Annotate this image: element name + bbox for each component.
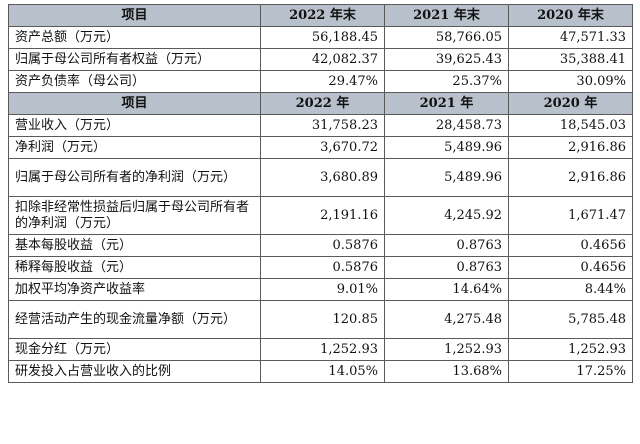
cell-value: 8.44% <box>508 278 633 301</box>
header-item: 项目 <box>8 92 261 115</box>
cell-value: 1,252.93 <box>508 338 633 361</box>
row-label: 扣除非经常性损益后归属于母公司所有者的净利润（万元） <box>8 196 261 235</box>
cell-value: 58,766.05 <box>384 26 509 49</box>
cell-value: 0.4656 <box>508 234 633 257</box>
cell-value: 31,758.23 <box>260 114 385 137</box>
table-row: 扣除非经常性损益后归属于母公司所有者的净利润（万元） 2,191.16 4,24… <box>8 196 633 235</box>
cell-value: 14.05% <box>260 360 385 383</box>
cell-value: 0.4656 <box>508 256 633 279</box>
cell-value: 1,252.93 <box>260 338 385 361</box>
row-label: 加权平均净资产收益率 <box>8 278 261 301</box>
row-label: 资产负债率（母公司） <box>8 70 261 93</box>
cell-value: 29.47% <box>260 70 385 93</box>
header-year-2020: 2020 年 <box>508 92 633 115</box>
cell-value: 1,252.93 <box>384 338 509 361</box>
cell-value: 5,785.48 <box>508 300 633 339</box>
cell-value: 0.5876 <box>260 234 385 257</box>
table-row: 加权平均净资产收益率 9.01% 14.64% 8.44% <box>8 278 633 301</box>
cell-value: 14.64% <box>384 278 509 301</box>
table-row: 稀释每股收益（元） 0.5876 0.8763 0.4656 <box>8 256 633 279</box>
financial-summary-table: 项目 2022 年末 2021 年末 2020 年末 资产总额（万元） 56,1… <box>8 4 633 383</box>
cell-value: 35,388.41 <box>508 48 633 71</box>
header-year-2022: 2022 年末 <box>260 4 385 27</box>
cell-value: 3,670.72 <box>260 136 385 159</box>
cell-value: 2,916.86 <box>508 136 633 159</box>
row-label: 营业收入（万元） <box>8 114 261 137</box>
table-row: 资产负债率（母公司） 29.47% 25.37% 30.09% <box>8 70 633 93</box>
table-row: 现金分红（万元） 1,252.93 1,252.93 1,252.93 <box>8 338 633 361</box>
cell-value: 4,275.48 <box>384 300 509 339</box>
header-year-2022: 2022 年 <box>260 92 385 115</box>
row-label: 研发投入占营业收入的比例 <box>8 360 261 383</box>
header-year-2021: 2021 年末 <box>384 4 509 27</box>
table-row: 归属于母公司所有者权益（万元） 42,082.37 39,625.43 35,3… <box>8 48 633 71</box>
cell-value: 3,680.89 <box>260 158 385 197</box>
cell-value: 0.8763 <box>384 256 509 279</box>
row-label: 现金分红（万元） <box>8 338 261 361</box>
cell-value: 25.37% <box>384 70 509 93</box>
cell-value: 4,245.92 <box>384 196 509 235</box>
cell-value: 42,082.37 <box>260 48 385 71</box>
cell-value: 9.01% <box>260 278 385 301</box>
row-label: 稀释每股收益（元） <box>8 256 261 279</box>
header-year-2021: 2021 年 <box>384 92 509 115</box>
row-label: 经营活动产生的现金流量净额（万元） <box>8 300 261 339</box>
cell-value: 120.85 <box>260 300 385 339</box>
cell-value: 1,671.47 <box>508 196 633 235</box>
row-label: 归属于母公司所有者的净利润（万元） <box>8 158 261 197</box>
cell-value: 2,916.86 <box>508 158 633 197</box>
row-label: 归属于母公司所有者权益（万元） <box>8 48 261 71</box>
cell-value: 30.09% <box>508 70 633 93</box>
balance-header-row: 项目 2022 年末 2021 年末 2020 年末 <box>8 4 633 27</box>
cell-value: 5,489.96 <box>384 136 509 159</box>
header-item: 项目 <box>8 4 261 27</box>
table-row: 归属于母公司所有者的净利润（万元） 3,680.89 5,489.96 2,91… <box>8 158 633 197</box>
table-row: 基本每股收益（元） 0.5876 0.8763 0.4656 <box>8 234 633 257</box>
cell-value: 17.25% <box>508 360 633 383</box>
cell-value: 28,458.73 <box>384 114 509 137</box>
cell-value: 39,625.43 <box>384 48 509 71</box>
table-row: 资产总额（万元） 56,188.45 58,766.05 47,571.33 <box>8 26 633 49</box>
income-header-row: 项目 2022 年 2021 年 2020 年 <box>8 92 633 115</box>
cell-value: 47,571.33 <box>508 26 633 49</box>
cell-value: 13.68% <box>384 360 509 383</box>
row-label: 资产总额（万元） <box>8 26 261 49</box>
table-row: 营业收入（万元） 31,758.23 28,458.73 18,545.03 <box>8 114 633 137</box>
table-row: 研发投入占营业收入的比例 14.05% 13.68% 17.25% <box>8 360 633 383</box>
row-label: 净利润（万元） <box>8 136 261 159</box>
cell-value: 0.5876 <box>260 256 385 279</box>
header-year-2020: 2020 年末 <box>508 4 633 27</box>
table-row: 净利润（万元） 3,670.72 5,489.96 2,916.86 <box>8 136 633 159</box>
row-label: 基本每股收益（元） <box>8 234 261 257</box>
table-row: 经营活动产生的现金流量净额（万元） 120.85 4,275.48 5,785.… <box>8 300 633 339</box>
financial-summary-table-container: 项目 2022 年末 2021 年末 2020 年末 资产总额（万元） 56,1… <box>8 4 633 383</box>
cell-value: 56,188.45 <box>260 26 385 49</box>
cell-value: 5,489.96 <box>384 158 509 197</box>
cell-value: 2,191.16 <box>260 196 385 235</box>
cell-value: 0.8763 <box>384 234 509 257</box>
cell-value: 18,545.03 <box>508 114 633 137</box>
